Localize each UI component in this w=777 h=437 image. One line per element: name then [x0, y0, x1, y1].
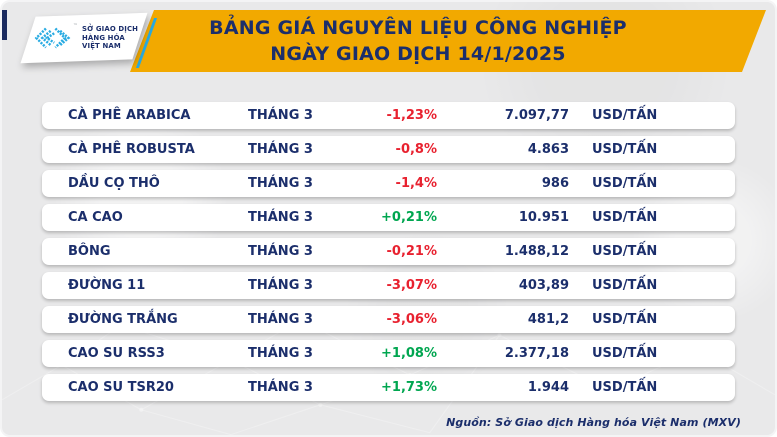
- commodity-name-cell: CÀ PHÊ ROBUSTA: [68, 142, 195, 157]
- change-percent-cell: -1,23%: [386, 108, 438, 123]
- contract-month-cell: THÁNG 3: [248, 108, 313, 123]
- price-cell: 403,89: [518, 278, 569, 293]
- table-row: ĐƯỜNG 11 THÁNG 3 -3,07% 403,89 USD/TẤN: [42, 272, 735, 299]
- commodity-name-cell: ĐƯỜNG TRẮNG: [68, 312, 178, 327]
- change-percent-cell: -3,06%: [386, 312, 438, 327]
- commodity-name-cell: DẦU CỌ THÔ: [68, 176, 160, 191]
- contract-month-cell: THÁNG 3: [248, 244, 313, 259]
- commodity-name-cell: CAO SU RSS3: [68, 346, 165, 361]
- price-cell: 7.097,77: [504, 108, 569, 123]
- price-cell: 10.951: [518, 210, 569, 225]
- unit-cell: USD/TẤN: [592, 244, 658, 259]
- change-percent-cell: +0,21%: [381, 210, 437, 225]
- price-cell: 2.377,18: [504, 346, 569, 361]
- change-percent-cell: -0,21%: [386, 244, 438, 259]
- logo-org-line: HÀNG HÓA: [82, 33, 125, 42]
- mxv-logo-card: ™ SỞ GIAO DỊCH HÀNG HÓA VIỆT NAM: [20, 12, 148, 64]
- commodity-name-cell: CA CAO: [68, 210, 123, 225]
- board-subtitle: NGÀY GIAO DỊCH 14/1/2025: [270, 43, 566, 65]
- price-cell: 1.488,12: [504, 244, 569, 259]
- contract-month-cell: THÁNG 3: [248, 380, 313, 395]
- table-row: ĐƯỜNG TRẮNG THÁNG 3 -3,06% 481,2 USD/TẤN: [42, 306, 735, 333]
- price-table: CÀ PHÊ ARABICA THÁNG 3 -1,23% 7.097,77 U…: [42, 102, 735, 408]
- price-cell: 481,2: [527, 312, 569, 327]
- title-banner: BẢNG GIÁ NGUYÊN LIỆU CÔNG NGHIỆP NGÀY GI…: [130, 10, 766, 72]
- contract-month-cell: THÁNG 3: [248, 142, 313, 157]
- price-cell: 4.863: [527, 142, 569, 157]
- change-percent-cell: -3,07%: [386, 278, 438, 293]
- unit-cell: USD/TẤN: [592, 278, 658, 293]
- change-percent-cell: +1,73%: [381, 380, 437, 395]
- unit-cell: USD/TẤN: [592, 108, 658, 123]
- commodity-name-cell: BÔNG: [68, 244, 111, 259]
- table-row: CÀ PHÊ ARABICA THÁNG 3 -1,23% 7.097,77 U…: [42, 102, 735, 129]
- change-percent-cell: +1,08%: [381, 346, 437, 361]
- change-percent-cell: -0,8%: [395, 142, 437, 157]
- unit-cell: USD/TẤN: [592, 210, 658, 225]
- mxv-chevron-icon: [34, 27, 71, 49]
- contract-month-cell: THÁNG 3: [248, 346, 313, 361]
- commodity-name-cell: ĐƯỜNG 11: [68, 278, 146, 293]
- contract-month-cell: THÁNG 3: [248, 176, 313, 191]
- table-row: CAO SU RSS3 THÁNG 3 +1,08% 2.377,18 USD/…: [42, 340, 735, 367]
- unit-cell: USD/TẤN: [592, 346, 658, 361]
- change-percent-cell: -1,4%: [395, 176, 437, 191]
- contract-month-cell: THÁNG 3: [248, 278, 313, 293]
- table-row: BÔNG THÁNG 3 -0,21% 1.488,12 USD/TẤN: [42, 238, 735, 265]
- unit-cell: USD/TẤN: [592, 312, 658, 327]
- left-accent-bar: [2, 10, 7, 40]
- price-cell: 986: [541, 176, 569, 191]
- source-note: Nguồn: Sở Giao dịch Hàng hóa Việt Nam (M…: [446, 416, 741, 429]
- table-row: CA CAO THÁNG 3 +0,21% 10.951 USD/TẤN: [42, 204, 735, 231]
- contract-month-cell: THÁNG 3: [248, 210, 313, 225]
- contract-month-cell: THÁNG 3: [248, 312, 313, 327]
- trademark-symbol: ™: [73, 23, 78, 29]
- logo-org-line: SỞ GIAO DỊCH: [82, 25, 139, 34]
- unit-cell: USD/TẤN: [592, 176, 658, 191]
- board-title: BẢNG GIÁ NGUYÊN LIỆU CÔNG NGHIỆP: [209, 17, 627, 39]
- logo-org-name: SỞ GIAO DỊCH HÀNG HÓA VIỆT NAM: [82, 25, 138, 50]
- logo-org-line: VIỆT NAM: [82, 42, 121, 51]
- table-row: CÀ PHÊ ROBUSTA THÁNG 3 -0,8% 4.863 USD/T…: [42, 136, 735, 163]
- table-row: DẦU CỌ THÔ THÁNG 3 -1,4% 986 USD/TẤN: [42, 170, 735, 197]
- unit-cell: USD/TẤN: [592, 380, 658, 395]
- commodity-name-cell: CÀ PHÊ ARABICA: [68, 108, 191, 123]
- commodity-name-cell: CAO SU TSR20: [68, 380, 174, 395]
- unit-cell: USD/TẤN: [592, 142, 658, 157]
- price-cell: 1.944: [527, 380, 569, 395]
- table-row: CAO SU TSR20 THÁNG 3 +1,73% 1.944 USD/TẤ…: [42, 374, 735, 401]
